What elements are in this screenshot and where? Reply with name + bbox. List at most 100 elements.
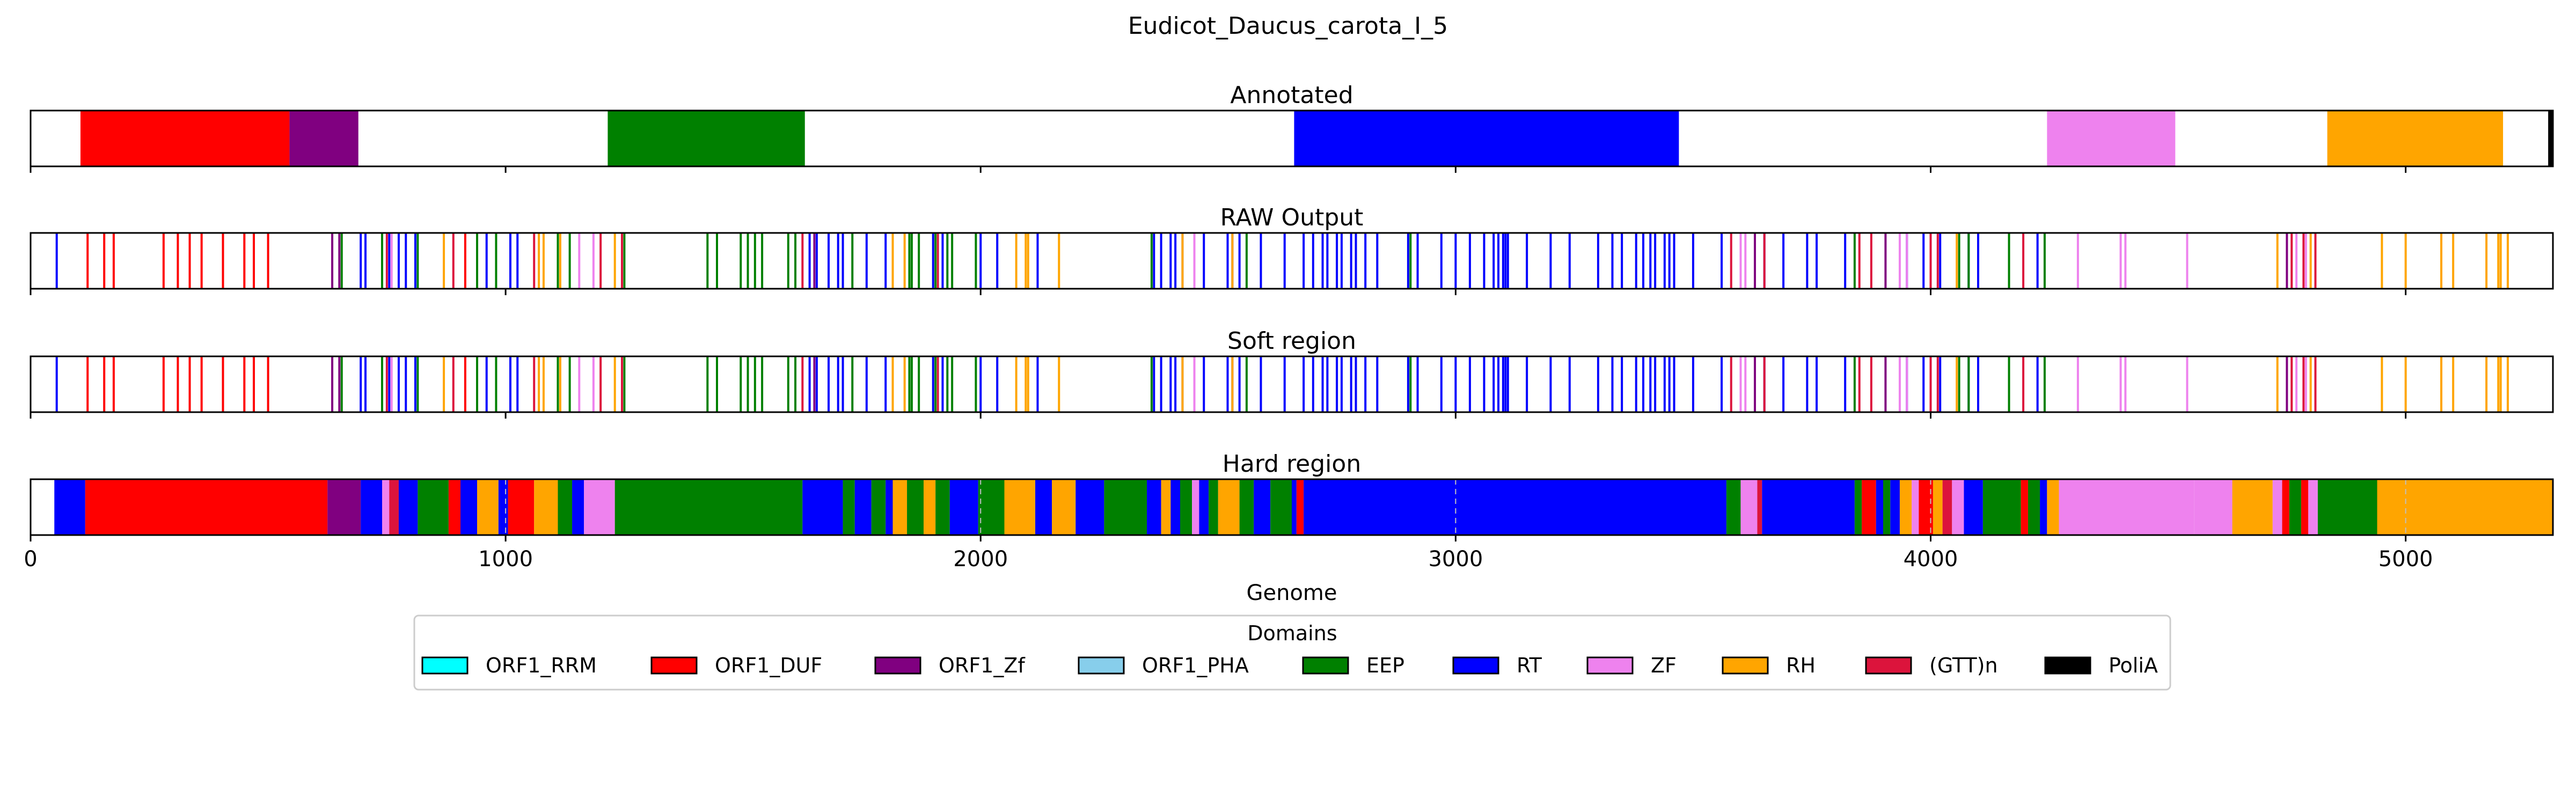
segment-eep: [907, 479, 924, 535]
panel-hard-region: Hard region: [30, 450, 2554, 541]
x-tick-label: 4000: [1904, 547, 1958, 572]
segment-rt: [498, 479, 508, 535]
panel-annotated: Annotated: [30, 82, 2554, 173]
legend-swatch-orf1-rrm: [421, 656, 469, 675]
legend-label-rt: RT: [1517, 654, 1542, 677]
segment-rh: [1052, 479, 1076, 535]
segment-eep: [1180, 479, 1192, 535]
segment-eep: [614, 479, 803, 535]
legend-title: Domains: [1247, 621, 1337, 645]
segment-eep: [1883, 479, 1891, 535]
panel-title-hard-region: Hard region: [1223, 450, 1361, 478]
segment-zf: [2194, 479, 2233, 535]
segment-gtt-n: [1942, 479, 1952, 535]
segment-rt: [1876, 479, 1883, 535]
x-axis-label: Genome: [1246, 581, 1337, 605]
segment-eep: [1982, 479, 2021, 535]
segment-zf: [1952, 479, 1964, 535]
segment-rt: [1254, 479, 1271, 535]
x-axis: 0 1000 2000 3000 4000 5000: [24, 547, 2433, 572]
segment-eep: [418, 479, 449, 535]
segment-rt: [1762, 479, 1855, 535]
segment-rt: [1294, 111, 1679, 166]
segment-rt: [1890, 479, 1900, 535]
segment-eep: [1104, 479, 1147, 535]
segment-eep: [608, 111, 805, 166]
segment-rt: [1035, 479, 1052, 535]
legend-label-orf1-zf: ORF1_Zf: [939, 654, 1026, 677]
legend-label-gtt-n: (GTT)n: [1929, 654, 1998, 677]
panel-frame: [30, 232, 2554, 290]
segment-zf: [2308, 479, 2318, 535]
legend-swatch-eep: [1302, 656, 1349, 675]
segment-rt: [1964, 479, 1983, 535]
panel-frame: [30, 109, 2554, 167]
segment-orf1-duf: [2282, 479, 2289, 535]
segment-orf1-duf: [1296, 479, 1304, 535]
chart-title: Eudicot_Daucus_carota_I_5: [1128, 12, 1448, 40]
x-tick-label: 2000: [953, 547, 1008, 572]
segment-rt: [885, 479, 893, 535]
segment-eep: [558, 479, 573, 535]
panel-title-annotated: Annotated: [1230, 82, 1353, 109]
segment-rt: [54, 479, 85, 535]
segment-zf: [584, 479, 615, 535]
segment-eep: [1239, 479, 1254, 535]
segment-rh: [1161, 479, 1171, 535]
segment-eep: [2028, 479, 2040, 535]
legend-label-rh: RH: [1786, 654, 1816, 677]
segment-rh: [2047, 479, 2059, 535]
segment-zf: [2059, 479, 2194, 535]
segment-eep: [1726, 479, 1741, 535]
segment-rt: [1147, 479, 1161, 535]
segment-orf1-duf: [80, 111, 290, 166]
segment-rt: [1075, 479, 1104, 535]
panels: Annotated RAW Output Soft region Hard regio…: [30, 82, 2554, 541]
panel-frame: [30, 355, 2554, 413]
segment-rt: [2040, 479, 2047, 535]
legend-swatch-zf: [1586, 656, 1634, 675]
segment-rh: [1899, 479, 1912, 535]
segment-rh: [924, 479, 936, 535]
segment-rt: [1292, 479, 1297, 535]
segment-rt: [460, 479, 478, 535]
legend-label-zf: ZF: [1651, 654, 1677, 677]
segment-rh: [1218, 479, 1240, 535]
legend-label-polia: PoliA: [2109, 654, 2158, 677]
segment-eep: [871, 479, 886, 535]
segment-rh: [1933, 479, 1943, 535]
segment-rt: [949, 479, 978, 535]
segment-rt: [1199, 479, 1209, 535]
segment-rt: [854, 479, 872, 535]
segment-rh: [477, 479, 499, 535]
segment-zf: [1912, 479, 1919, 535]
segment-rt: [572, 479, 584, 535]
segment-zf: [2047, 111, 2176, 166]
legend-items: ORF1_RRM ORF1_DUF ORF1_Zf ORF1_PHA EEP RT ZF RH…: [421, 654, 2158, 677]
legend-label-eep: EEP: [1366, 654, 1404, 677]
segment-rh: [892, 479, 908, 535]
legend: Domains ORF1_RRM ORF1_DUF ORF1_Zf ORF1_PHA E…: [413, 614, 2171, 691]
segment-rt: [1304, 479, 1726, 535]
segment-rt: [398, 479, 418, 535]
legend-swatch-polia: [2044, 656, 2091, 675]
segment-orf1-duf: [448, 479, 461, 535]
x-tick-label: 0: [24, 547, 37, 572]
panel-title-raw-output: RAW Output: [1220, 204, 1364, 231]
segment-eep: [2289, 479, 2301, 535]
segment-rh: [1004, 479, 1036, 535]
legend-swatch-orf1-duf: [650, 656, 698, 675]
segment-eep: [978, 479, 1005, 535]
segment-orf1-duf: [1919, 479, 1933, 535]
segment-eep: [935, 479, 950, 535]
panel-raw-output: RAW Output: [30, 204, 2554, 295]
panel-frame: [30, 478, 2554, 536]
segment-orf1-duf: [508, 479, 535, 535]
segment-rt: [802, 479, 843, 535]
segment-rh: [2377, 479, 2553, 535]
segment-orf1-duf: [85, 479, 328, 535]
legend-swatch-orf1-zf: [874, 656, 921, 675]
x-tick-label: 1000: [478, 547, 533, 572]
panel-soft-region: Soft region: [30, 327, 2554, 419]
